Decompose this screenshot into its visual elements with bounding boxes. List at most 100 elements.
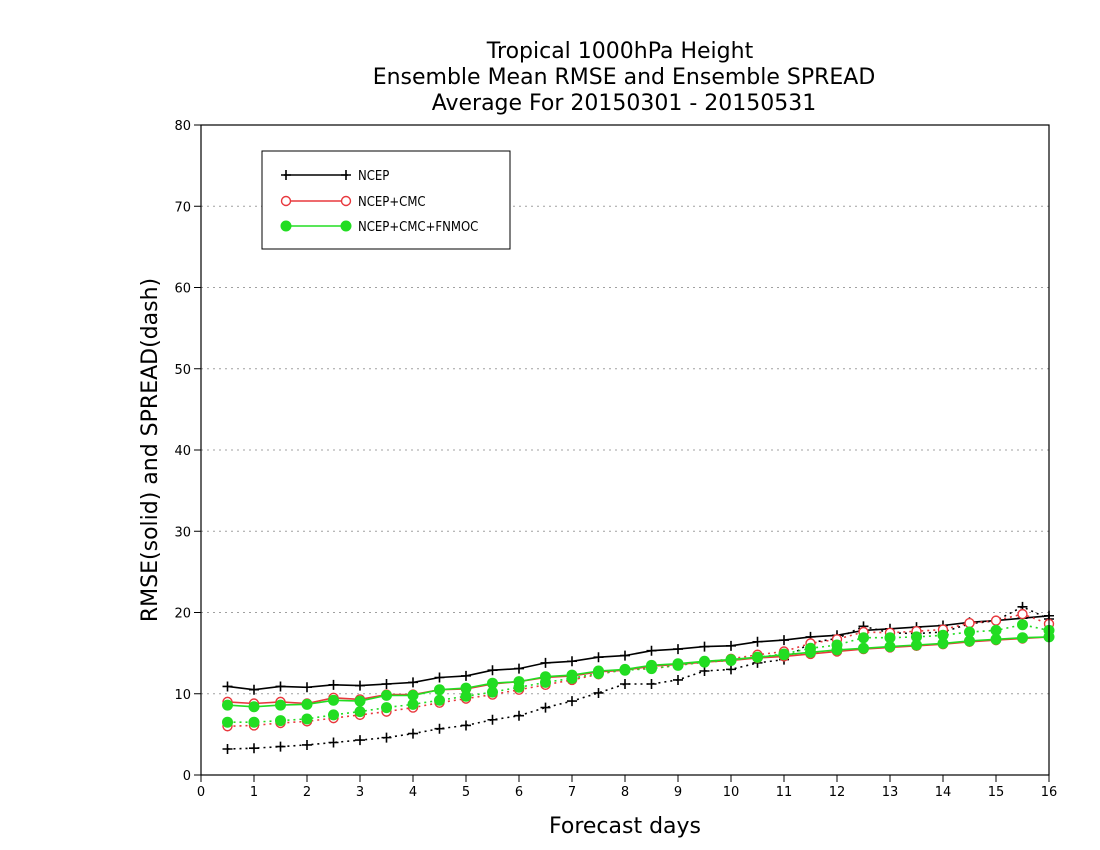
data-point-rmse bbox=[514, 663, 524, 674]
data-point-spread bbox=[408, 728, 418, 739]
data-point-spread bbox=[248, 716, 260, 728]
data-point-spread bbox=[540, 702, 551, 713]
data-point-rmse bbox=[620, 650, 630, 661]
data-point-rmse bbox=[460, 682, 472, 694]
data-point-rmse bbox=[673, 644, 683, 655]
data-point-rmse bbox=[1017, 632, 1028, 644]
grid bbox=[201, 205, 1049, 695]
data-point-rmse bbox=[699, 641, 710, 652]
data-point-rmse bbox=[381, 679, 392, 689]
x-tick-label: 16 bbox=[1041, 785, 1058, 800]
data-point-rmse bbox=[381, 689, 392, 701]
data-point-rmse bbox=[779, 635, 789, 646]
x-tick-label: 7 bbox=[568, 785, 576, 800]
data-point-rmse bbox=[726, 640, 736, 651]
series-line-rmse bbox=[227, 636, 1050, 708]
data-point-rmse bbox=[407, 689, 419, 701]
x-tick-label: 9 bbox=[674, 785, 682, 800]
data-point-rmse bbox=[752, 636, 763, 647]
data-point-rmse bbox=[593, 652, 604, 663]
data-point-spread bbox=[275, 715, 286, 727]
data-point-rmse bbox=[567, 656, 577, 667]
data-point-rmse bbox=[540, 657, 551, 668]
data-point-rmse bbox=[461, 670, 471, 681]
data-point-rmse bbox=[646, 659, 657, 671]
data-point-spread bbox=[249, 743, 259, 754]
data-point-spread bbox=[328, 737, 339, 748]
data-point-rmse bbox=[248, 701, 260, 713]
x-tick-label: 2 bbox=[303, 785, 311, 800]
y-tick-label: 70 bbox=[174, 200, 191, 215]
data-point-spread bbox=[593, 687, 604, 698]
series-ncep bbox=[222, 601, 1054, 754]
data-point-spread bbox=[620, 679, 630, 689]
chart-title-line-3: Average For 20150301 - 20150531 bbox=[432, 91, 817, 116]
data-point-rmse bbox=[725, 654, 737, 666]
data-point-rmse bbox=[487, 677, 498, 689]
data-point-spread bbox=[381, 732, 392, 743]
legend-marker bbox=[341, 170, 351, 180]
legend-marker bbox=[340, 220, 352, 232]
data-point-rmse bbox=[831, 644, 843, 656]
x-tick-label: 3 bbox=[356, 785, 364, 800]
data-point-spread bbox=[222, 744, 233, 754]
legend-marker bbox=[280, 220, 292, 232]
data-point-spread bbox=[1017, 619, 1028, 631]
data-point-spread bbox=[990, 615, 1002, 626]
data-point-rmse bbox=[964, 635, 975, 647]
legend-label: NCEP bbox=[358, 169, 389, 184]
y-tick-label: 0 bbox=[183, 769, 191, 784]
data-point-rmse bbox=[646, 645, 657, 656]
data-point-spread bbox=[434, 723, 445, 734]
series-layer bbox=[222, 601, 1055, 754]
data-point-rmse bbox=[884, 641, 896, 653]
x-tick-label: 8 bbox=[621, 785, 629, 800]
data-point-rmse bbox=[540, 671, 551, 683]
data-point-rmse bbox=[778, 649, 790, 661]
data-point-rmse bbox=[328, 694, 339, 706]
data-point-rmse bbox=[275, 699, 286, 711]
data-point-rmse bbox=[911, 639, 922, 651]
data-point-spread bbox=[222, 716, 233, 728]
data-point-spread bbox=[646, 679, 657, 689]
y-tick-label: 50 bbox=[174, 363, 191, 378]
data-point-spread bbox=[673, 674, 683, 685]
data-point-rmse bbox=[593, 665, 604, 677]
legend-item: NCEP+CMC+FNMOC bbox=[280, 220, 478, 235]
data-point-rmse bbox=[805, 646, 816, 658]
x-tick-label: 1 bbox=[250, 785, 258, 800]
data-point-spread bbox=[567, 696, 577, 707]
data-point-spread bbox=[699, 666, 710, 676]
data-point-rmse bbox=[619, 663, 631, 675]
legend: NCEP NCEP+CMC NCEP+CMC+FNMOC bbox=[261, 150, 511, 250]
data-point-spread bbox=[964, 617, 975, 629]
data-point-rmse bbox=[699, 655, 710, 667]
data-point-rmse bbox=[937, 637, 949, 649]
x-tick-label: 15 bbox=[988, 785, 1005, 800]
data-point-spread bbox=[354, 706, 366, 718]
data-point-rmse bbox=[355, 680, 365, 691]
x-tick-label: 4 bbox=[409, 785, 417, 800]
x-tick-label: 6 bbox=[515, 785, 523, 800]
data-point-rmse bbox=[672, 658, 684, 670]
data-point-spread bbox=[381, 702, 392, 714]
x-tick-label: 5 bbox=[462, 785, 470, 800]
data-point-spread bbox=[275, 741, 286, 752]
data-point-spread bbox=[1017, 608, 1028, 620]
x-tick-label: 13 bbox=[882, 785, 899, 800]
series-line-spread bbox=[227, 623, 1050, 724]
data-point-spread bbox=[328, 709, 339, 721]
x-tick-label: 12 bbox=[829, 785, 846, 800]
x-tick-label: 11 bbox=[776, 785, 793, 800]
legend-item: NCEP+CMC bbox=[280, 195, 426, 210]
data-point-rmse bbox=[990, 633, 1002, 645]
legend-marker bbox=[280, 195, 292, 207]
legend-box bbox=[261, 150, 511, 250]
data-point-rmse bbox=[513, 676, 525, 688]
legend-marker bbox=[340, 195, 352, 207]
y-tick-label: 60 bbox=[174, 282, 191, 297]
x-tick-label: 14 bbox=[935, 785, 952, 800]
data-point-rmse bbox=[354, 695, 366, 707]
